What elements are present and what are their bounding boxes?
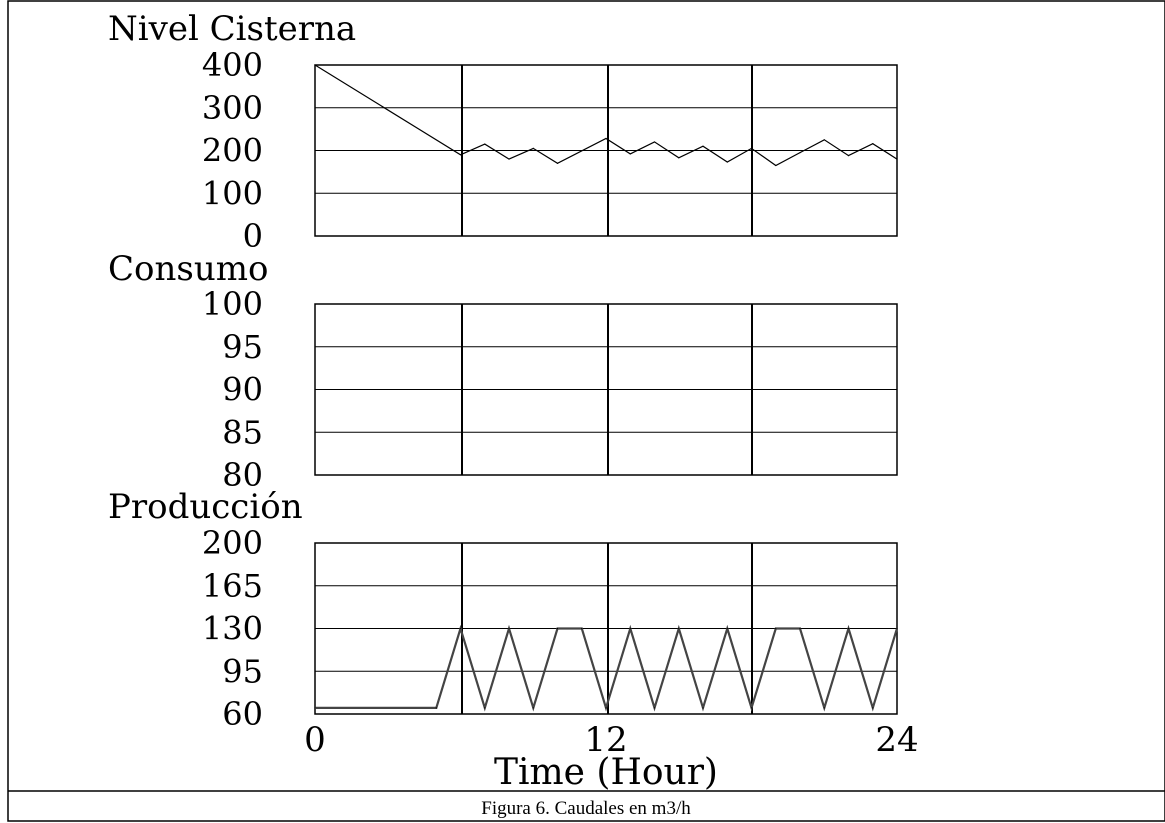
produccion-data-point <box>872 707 874 709</box>
nivel-data-point <box>484 143 486 145</box>
nivel-y-tick-label: 100 <box>202 174 263 212</box>
nivel-data-point <box>896 158 898 160</box>
nivel-data-point <box>872 143 874 145</box>
nivel-data-point <box>653 141 656 143</box>
produccion-data-point <box>726 627 728 630</box>
x-tick-12: 12 <box>584 720 627 760</box>
produccion-y-tick-label: 130 <box>202 610 263 648</box>
produccion-data-point <box>314 707 316 709</box>
nivel-data-point <box>799 152 801 154</box>
consumo-y-tick-label: 100 <box>202 285 263 323</box>
produccion-data-point <box>799 627 801 630</box>
produccion-y-tick-label: 95 <box>222 652 263 690</box>
produccion-data-point <box>484 707 486 709</box>
nivel-data-point <box>726 161 728 163</box>
nivel-data-point <box>459 154 462 156</box>
outer-border <box>7 0 1165 822</box>
consumo-y-tick-label: 90 <box>222 371 263 409</box>
panel-title-nivel: Nivel Cisterna <box>108 9 356 49</box>
nivel-y-tick-label: 400 <box>202 46 263 84</box>
consumo-y-tick-label: 80 <box>222 456 263 494</box>
nivel-data-point <box>678 157 680 159</box>
produccion-data-point <box>750 707 753 709</box>
consumo-plot-area <box>314 303 898 476</box>
produccion-series-line <box>315 624 899 712</box>
chart-panels: 400 300 200 100 0 100 95 90 85 80 200 165 130 95 60 <box>202 46 899 733</box>
nivel-data-point <box>750 147 753 149</box>
nivel-data-point <box>702 145 704 147</box>
nivel-y-tick-label: 0 <box>243 217 263 255</box>
figure-caption: Figura 6. Caudales en m3/h <box>481 798 691 819</box>
nivel-data-point <box>314 64 316 66</box>
produccion-data-point <box>653 707 656 709</box>
produccion-data-point <box>702 707 704 709</box>
produccion-data-point <box>556 627 559 630</box>
consumo-y-tick-label: 85 <box>222 413 263 451</box>
produccion-data-point <box>459 627 462 630</box>
nivel-data-point <box>629 153 631 155</box>
produccion-data-point <box>775 627 777 630</box>
produccion-data-point <box>847 627 850 630</box>
produccion-data-point <box>629 627 631 630</box>
panel-title-consumo: Consumo <box>108 249 268 289</box>
nivel-data-point <box>847 155 850 157</box>
produccion-data-point <box>532 707 534 709</box>
nivel-data-point <box>532 147 534 149</box>
produccion-data-point <box>678 627 680 630</box>
nivel-data-point <box>508 158 510 160</box>
produccion-data-point <box>508 627 510 630</box>
x-tick-0: 0 <box>304 720 326 760</box>
produccion-data-point <box>435 707 437 709</box>
nivel-y-tick-label: 200 <box>202 132 263 170</box>
x-axis-label: Time (Hour) <box>494 752 718 793</box>
nivel-y-tick-label: 300 <box>202 89 263 127</box>
panel-title-produccion: Producción <box>108 487 303 527</box>
produccion-y-tick-label: 200 <box>202 524 263 562</box>
x-tick-24: 24 <box>875 720 918 760</box>
produccion-data-point <box>896 627 898 630</box>
nivel-data-point <box>605 137 607 140</box>
consumo-y-tick-label: 95 <box>222 328 263 366</box>
produccion-data-point <box>581 627 583 630</box>
produccion-data-point <box>823 707 825 709</box>
nivel-data-point <box>823 139 825 141</box>
nivel-data-point <box>556 162 559 164</box>
nivel-plot-area <box>314 64 898 237</box>
produccion-data-point <box>605 707 607 709</box>
nivel-data-point <box>775 164 777 167</box>
produccion-y-tick-label: 165 <box>202 567 263 605</box>
produccion-y-tick-label: 60 <box>222 695 263 733</box>
